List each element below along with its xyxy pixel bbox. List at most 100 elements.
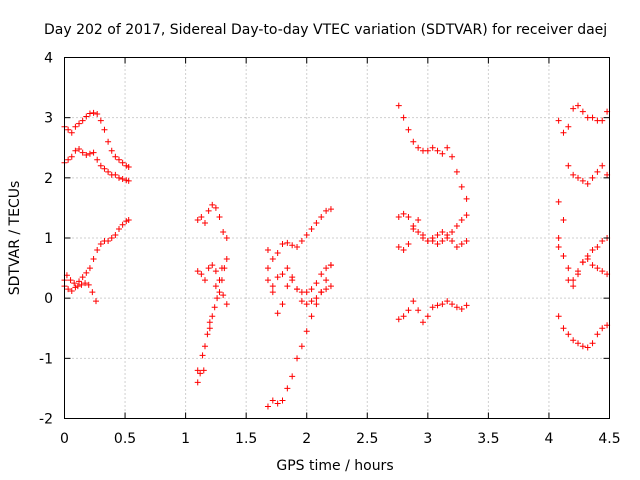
x-tick-label: 2.5 [356, 431, 378, 447]
x-tick-label: 3.5 [477, 431, 499, 447]
data-point [589, 262, 596, 269]
series-arc-2d [194, 265, 225, 386]
data-point [400, 210, 407, 217]
data-point [205, 265, 212, 272]
data-point [67, 277, 74, 284]
series-arc-5a [555, 102, 611, 136]
data-point [575, 340, 582, 347]
data-point [594, 244, 601, 251]
data-point [65, 126, 72, 133]
data-point [415, 144, 422, 151]
data-point [463, 238, 470, 245]
data-point [323, 207, 330, 214]
data-point [223, 235, 230, 241]
data-point [308, 286, 315, 293]
x-tick-label: 4 [544, 431, 553, 447]
data-point [194, 216, 201, 223]
data-point [211, 304, 218, 311]
data-point [279, 397, 286, 404]
data-point [218, 265, 225, 272]
data-point [444, 298, 451, 305]
series-arc-5c [555, 235, 611, 284]
data-point [79, 274, 86, 281]
data-point [575, 271, 582, 278]
data-point [72, 284, 79, 291]
series-arc-3c [264, 262, 334, 296]
data-point [79, 117, 86, 124]
data-point [269, 283, 276, 290]
data-point [94, 247, 101, 254]
data-point [308, 225, 315, 232]
data-point [116, 225, 122, 232]
data-point [86, 150, 93, 157]
grid-lines [64, 57, 610, 419]
data-point [303, 289, 310, 296]
data-point [112, 231, 119, 238]
data-point [565, 162, 572, 169]
data-point [101, 126, 108, 133]
data-point [105, 138, 112, 145]
data-point [453, 304, 460, 311]
data-point [274, 274, 281, 281]
data-point [284, 265, 291, 272]
data-point [555, 117, 562, 124]
data-point [65, 286, 72, 293]
data-point [274, 310, 281, 317]
data-point [395, 102, 402, 109]
data-point [279, 301, 286, 308]
data-point [94, 156, 101, 163]
data-point [405, 307, 412, 314]
data-point [575, 174, 582, 181]
data-point [303, 301, 310, 308]
data-point [274, 400, 281, 407]
data-point [289, 373, 296, 380]
data-point [449, 301, 456, 308]
data-point [294, 244, 301, 251]
data-point [83, 151, 90, 158]
data-point [72, 123, 79, 130]
data-point [279, 241, 286, 248]
y-tick-label: 0 [44, 291, 53, 307]
data-point [313, 280, 320, 287]
data-point [313, 219, 320, 226]
series-arc-5d [555, 244, 611, 290]
data-point [90, 256, 97, 263]
data-point [303, 328, 310, 335]
data-point [79, 149, 86, 156]
data-point [264, 403, 271, 410]
data-point [284, 385, 291, 392]
data-point [264, 265, 271, 272]
data-point [570, 171, 577, 178]
data-point [223, 301, 230, 308]
data-point [594, 168, 601, 175]
data-point [453, 222, 460, 229]
data-point [206, 319, 213, 326]
data-point [410, 225, 417, 232]
y-tick-label: -2 [39, 412, 53, 428]
data-point [94, 111, 101, 118]
data-point [327, 283, 334, 290]
data-point [434, 241, 441, 248]
data-point [85, 281, 92, 288]
data-point [82, 280, 89, 287]
data-point [216, 277, 223, 284]
data-point [439, 301, 446, 308]
data-point [449, 238, 456, 245]
data-point [194, 379, 201, 386]
data-point [264, 277, 271, 284]
data-point [599, 238, 606, 245]
data-point [71, 280, 78, 287]
data-point [415, 216, 422, 223]
data-point [415, 228, 422, 235]
data-point [434, 302, 441, 309]
data-point [201, 343, 208, 350]
data-point [405, 213, 412, 220]
data-point [424, 147, 431, 154]
data-point [318, 271, 325, 278]
data-point [453, 244, 460, 251]
data-point [92, 298, 99, 305]
series-arc-4b [395, 210, 470, 245]
data-point [323, 265, 330, 272]
data-point [212, 268, 219, 275]
y-tick-label: -1 [39, 351, 53, 367]
